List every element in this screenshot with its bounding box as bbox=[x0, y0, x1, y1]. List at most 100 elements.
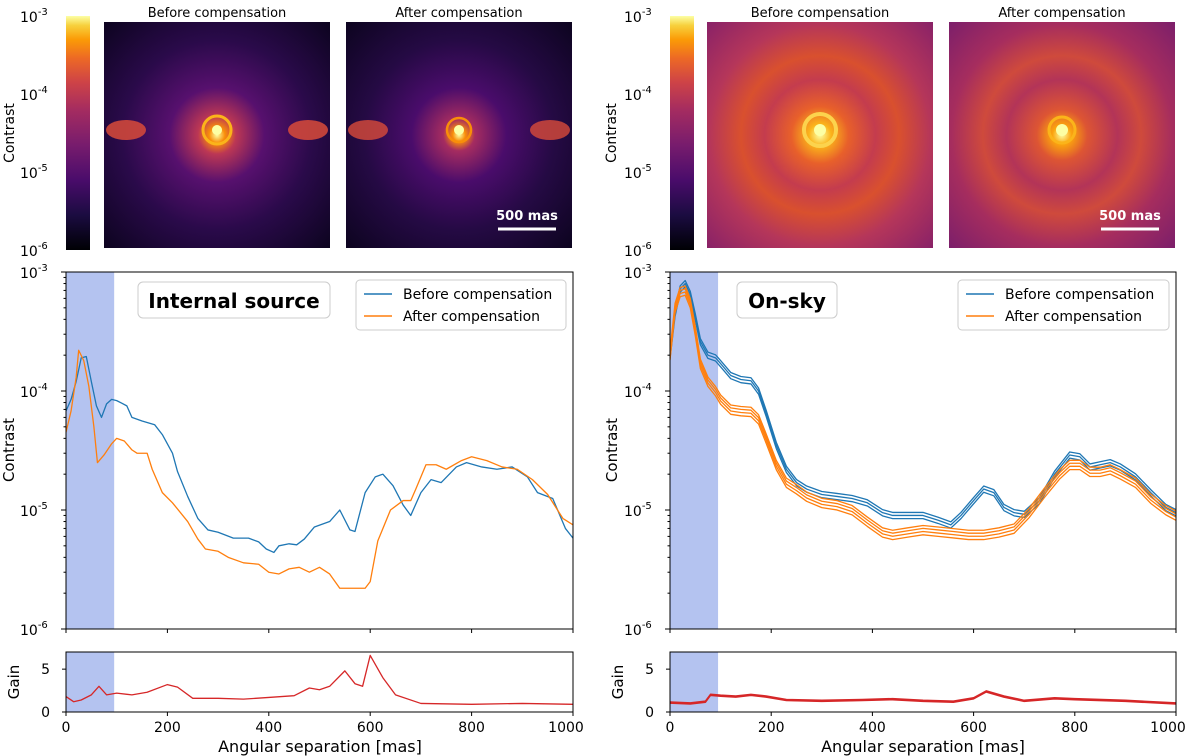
y-tick-label: 0 bbox=[645, 705, 654, 721]
x-tick-labels: 0 200 400 600 800 1000 bbox=[666, 720, 1186, 736]
image-internal-after: After compensation 500 mas bbox=[346, 6, 572, 248]
annotation-box: On-sky bbox=[736, 281, 838, 319]
chart-internal-contrast-marks bbox=[61, 271, 574, 633]
colorbar-left-gradient bbox=[66, 16, 90, 250]
colorbar-right-tick-2: 10-5 bbox=[624, 163, 652, 182]
legend: Before compensation After compensation bbox=[957, 279, 1170, 331]
y-axis-label: Gain bbox=[609, 665, 627, 700]
series-group bbox=[670, 279, 1176, 541]
series-group bbox=[670, 690, 1176, 705]
x-tick-label: 800 bbox=[458, 720, 485, 736]
plot-frame bbox=[669, 271, 1177, 630]
x-axis-label: Angular separation [mas] bbox=[218, 737, 422, 756]
psf-core bbox=[1056, 124, 1068, 136]
x-tick-label: 400 bbox=[255, 720, 282, 736]
y-tick-label: 10-6 bbox=[20, 620, 48, 639]
colorbar-left-label: Contrast bbox=[2, 103, 18, 163]
psf-core bbox=[212, 125, 222, 135]
y-axis-label: Gain bbox=[5, 665, 23, 700]
annotation-box: Internal source bbox=[137, 281, 331, 319]
psf-side-lobe bbox=[288, 120, 328, 140]
colorbar-right-tick-1: 10-4 bbox=[624, 85, 652, 104]
x-tick-label: 600 bbox=[357, 720, 384, 736]
colorbar-left-tick-3: 10-6 bbox=[20, 241, 48, 260]
colorbar-left-tick-0: 10-3 bbox=[20, 7, 48, 26]
shaded-region bbox=[66, 272, 115, 629]
image-internal-before: Before compensation bbox=[104, 6, 330, 248]
legend-frame bbox=[957, 279, 1170, 331]
psf-ring bbox=[445, 116, 473, 144]
scale-bar-label: 500 mas bbox=[496, 209, 558, 224]
legend-label-before: Before compensation bbox=[403, 287, 552, 303]
colorbar-left: 10-3 10-4 10-5 10-6 Contrast bbox=[2, 7, 90, 260]
y-axis-label: Contrast bbox=[603, 418, 621, 482]
y-tick-label: 10-5 bbox=[624, 501, 652, 520]
x-tick-label: 200 bbox=[154, 720, 181, 736]
chart-internal-contrast: 10-3 10-4 10-5 10-6 Contrast Internal so… bbox=[0, 263, 574, 639]
series-group bbox=[66, 654, 573, 705]
series-line-gain-0 bbox=[66, 654, 573, 705]
annotation-box-frame bbox=[137, 281, 331, 319]
series-group bbox=[66, 349, 573, 589]
psf-ring bbox=[1047, 115, 1077, 145]
legend-label-after: After compensation bbox=[1005, 309, 1142, 325]
svg-text:10-4: 10-4 bbox=[20, 85, 48, 104]
colorbar-left-tick-2: 10-5 bbox=[20, 163, 48, 182]
image-title: Before compensation bbox=[148, 6, 287, 21]
svg-text:10-6: 10-6 bbox=[20, 241, 48, 260]
x-tick-label: 1000 bbox=[1150, 720, 1186, 736]
svg-text:10-3: 10-3 bbox=[624, 7, 652, 26]
series-line-after-compensation-1 bbox=[670, 291, 1176, 537]
series-line-after-compensation-0 bbox=[66, 349, 573, 589]
svg-text:10-5: 10-5 bbox=[20, 163, 48, 182]
psf-side-lobe bbox=[348, 120, 388, 140]
legend-label-before: Before compensation bbox=[1005, 287, 1154, 303]
legend-label-after: After compensation bbox=[403, 309, 540, 325]
annotation-text: On-sky bbox=[748, 289, 826, 313]
psf-core bbox=[814, 124, 826, 136]
y-tick-label: 10-4 bbox=[20, 382, 48, 401]
series-line-gain-0 bbox=[670, 691, 1176, 705]
series-line-after-compensation-3 bbox=[670, 285, 1176, 531]
series-line-gain-3 bbox=[670, 690, 1176, 704]
series-line-after-compensation-2 bbox=[670, 288, 1176, 534]
y-tick-label: 10-3 bbox=[20, 263, 48, 282]
x-axis-label: Angular separation [mas] bbox=[821, 737, 1025, 756]
y-tick-label: 0 bbox=[41, 705, 50, 721]
x-tick-label: 1000 bbox=[548, 720, 584, 736]
chart-internal-gain-marks bbox=[62, 652, 574, 716]
y-axis-label: Contrast bbox=[0, 418, 18, 482]
x-tick-label: 800 bbox=[1061, 720, 1088, 736]
chart-onsky-gain: 0 5 Gain 0 200 400 600 800 1000 Angular … bbox=[609, 651, 1186, 756]
y-tick-label: 10-5 bbox=[20, 501, 48, 520]
colorbar-right: 10-3 10-4 10-5 10-6 Contrast bbox=[604, 7, 694, 260]
series-line-before-compensation-0 bbox=[66, 355, 573, 554]
y-tick-label: 10-4 bbox=[624, 382, 652, 401]
y-tick-labels: 10-3 10-4 10-5 10-6 bbox=[624, 263, 652, 639]
x-tick-label: 0 bbox=[666, 720, 675, 736]
annotation-box-frame bbox=[736, 281, 838, 319]
legend-frame bbox=[355, 279, 567, 331]
psf-ring bbox=[802, 112, 838, 148]
image-onsky-before: Before compensation bbox=[707, 6, 933, 248]
plot-frame bbox=[669, 651, 1177, 713]
colorbar-right-label: Contrast bbox=[604, 103, 620, 163]
legend: Before compensation After compensation bbox=[355, 279, 567, 331]
chart-onsky-contrast: 10-3 10-4 10-5 10-6 Contrast On-sky Befo… bbox=[603, 263, 1177, 639]
image-onsky-after: After compensation 500 mas bbox=[949, 6, 1175, 248]
image-title: After compensation bbox=[998, 6, 1125, 21]
series-line-before-compensation-1 bbox=[670, 282, 1176, 526]
x-tick-label: 400 bbox=[859, 720, 886, 736]
colorbar-right-gradient bbox=[670, 16, 694, 250]
psf-core bbox=[454, 125, 464, 135]
plot-frame bbox=[65, 651, 574, 713]
x-tick-label: 600 bbox=[960, 720, 987, 736]
y-tick-labels: 10-3 10-4 10-5 10-6 bbox=[20, 263, 48, 639]
scale-bar-label: 500 mas bbox=[1099, 209, 1161, 224]
chart-onsky-gain-marks bbox=[666, 652, 1177, 716]
x-tick-labels: 0 200 400 600 800 1000 bbox=[62, 720, 584, 736]
shaded-region bbox=[66, 652, 115, 712]
y-tick-label: 10-3 bbox=[624, 263, 652, 282]
colorbar-left-tick-1: 10-4 bbox=[20, 85, 48, 104]
